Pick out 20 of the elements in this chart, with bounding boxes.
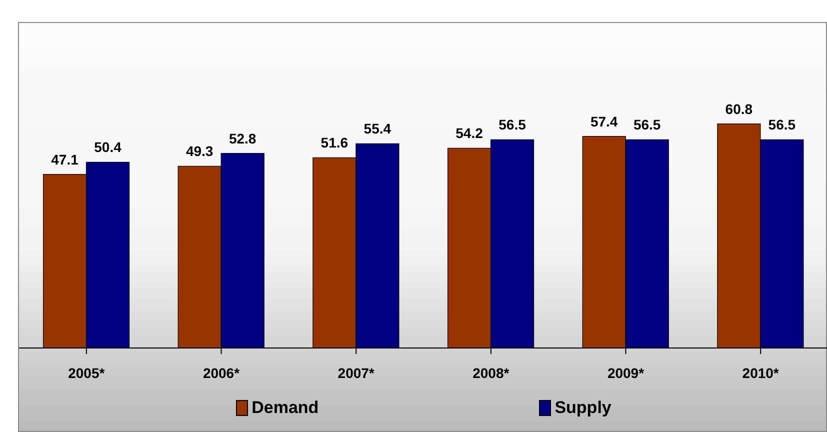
data-label: 49.3	[186, 143, 214, 160]
data-label: 52.8	[228, 130, 256, 146]
data-label: 57.4	[590, 113, 618, 130]
data-label: 54.2	[456, 125, 484, 142]
x-tick-label: 2010*	[742, 364, 780, 381]
x-tick-label: 2007*	[338, 364, 375, 381]
legend-label: Demand	[250, 398, 319, 418]
x-tick-label: 2006*	[202, 364, 240, 381]
data-label: 51.6	[320, 134, 348, 151]
x-tick-label: 2008*	[472, 364, 510, 381]
data-label: 55.4	[364, 120, 392, 137]
data-label: 60.8	[725, 100, 753, 117]
data-label: 56.5	[633, 116, 661, 133]
x-tick-label: 2009*	[607, 364, 645, 381]
x-tick-label: 2005*	[68, 364, 106, 381]
legend-label: Supply	[554, 398, 612, 418]
data-label: 56.5	[498, 116, 526, 133]
data-label: 47.1	[51, 151, 79, 168]
data-label: 56.5	[768, 116, 796, 133]
data-label: 50.4	[94, 139, 122, 156]
